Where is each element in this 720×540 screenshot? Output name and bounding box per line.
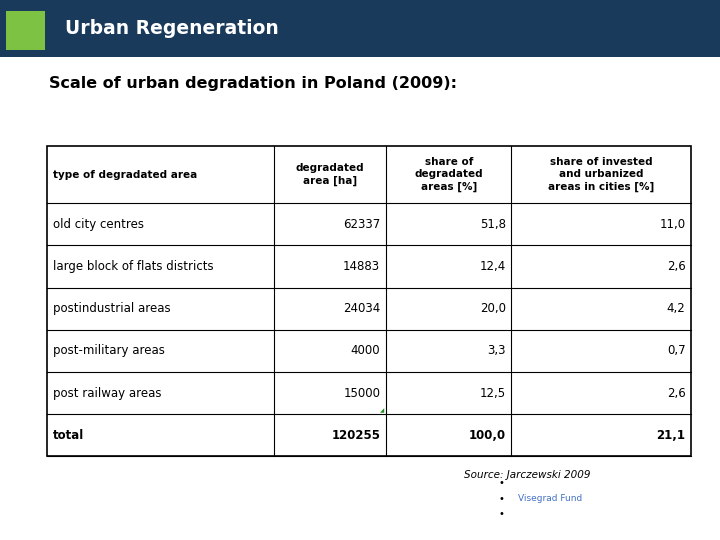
Text: postindustrial areas: postindustrial areas <box>53 302 170 315</box>
Text: old city centres: old city centres <box>53 218 143 231</box>
Text: post-military areas: post-military areas <box>53 345 164 357</box>
Text: 24034: 24034 <box>343 302 380 315</box>
Text: Visegrad Fund: Visegrad Fund <box>518 495 582 503</box>
Text: •: • <box>499 494 505 504</box>
Text: 3,3: 3,3 <box>487 345 505 357</box>
Text: 2,6: 2,6 <box>667 260 685 273</box>
Text: 12,4: 12,4 <box>480 260 505 273</box>
Text: total: total <box>53 429 84 442</box>
Text: •: • <box>499 478 505 488</box>
Text: 62337: 62337 <box>343 218 380 231</box>
Text: post railway areas: post railway areas <box>53 387 161 400</box>
Text: 0,7: 0,7 <box>667 345 685 357</box>
Text: share of invested
and urbanized
areas in cities [%]: share of invested and urbanized areas in… <box>548 157 654 192</box>
Text: large block of flats districts: large block of flats districts <box>53 260 213 273</box>
Text: Scale of urban degradation in Poland (2009):: Scale of urban degradation in Poland (20… <box>49 76 457 91</box>
Text: ◢: ◢ <box>379 408 384 413</box>
Text: 51,8: 51,8 <box>480 218 505 231</box>
Text: Urban Regeneration: Urban Regeneration <box>65 19 279 38</box>
Text: degradated
area [ha]: degradated area [ha] <box>296 163 364 186</box>
Text: 20,0: 20,0 <box>480 302 505 315</box>
Text: 15000: 15000 <box>343 387 380 400</box>
Text: 12,5: 12,5 <box>480 387 505 400</box>
Text: type of degradated area: type of degradated area <box>53 170 197 179</box>
Text: Source: Jarczewski 2009: Source: Jarczewski 2009 <box>464 470 591 480</box>
Text: share of
degradated
areas [%]: share of degradated areas [%] <box>415 157 483 192</box>
Text: 4000: 4000 <box>351 345 380 357</box>
Text: •: • <box>499 509 505 519</box>
Text: 2,6: 2,6 <box>667 387 685 400</box>
Text: 14883: 14883 <box>343 260 380 273</box>
Text: 100,0: 100,0 <box>469 429 505 442</box>
Text: 120255: 120255 <box>331 429 380 442</box>
Text: 21,1: 21,1 <box>657 429 685 442</box>
Text: 4,2: 4,2 <box>667 302 685 315</box>
Text: 11,0: 11,0 <box>660 218 685 231</box>
